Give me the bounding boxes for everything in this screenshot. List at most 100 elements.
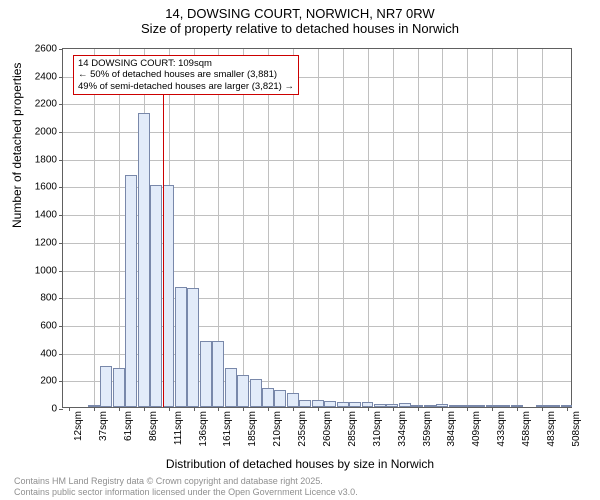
histogram-bar (88, 405, 100, 407)
ytick-label: 1400 (35, 210, 57, 221)
ytick-label: 200 (40, 376, 57, 387)
ytick-mark (59, 243, 63, 244)
gridline-v (243, 49, 244, 407)
histogram-bar (175, 287, 187, 407)
histogram-bar (225, 368, 237, 407)
chart-area: 0200400600800100012001400160018002000220… (62, 48, 572, 408)
ytick-mark (59, 215, 63, 216)
xtick-label: 310sqm (372, 411, 383, 447)
xtick-label: 483sqm (546, 411, 557, 447)
xtick-mark (293, 407, 294, 411)
ytick-label: 400 (40, 348, 57, 359)
histogram-bar (399, 403, 411, 407)
ytick-label: 800 (40, 293, 57, 304)
ytick-label: 2200 (35, 99, 57, 110)
ytick-mark (59, 271, 63, 272)
xtick-mark (542, 407, 543, 411)
xtick-label: 384sqm (446, 411, 457, 447)
xtick-label: 185sqm (247, 411, 258, 447)
annotation-line3: 49% of semi-detached houses are larger (… (78, 81, 294, 92)
xtick-mark (69, 407, 70, 411)
xtick-label: 86sqm (148, 411, 159, 441)
histogram-bar (386, 404, 398, 407)
chart-title-line2: Size of property relative to detached ho… (0, 21, 600, 36)
xtick-label: 409sqm (471, 411, 482, 447)
xtick-label: 136sqm (198, 411, 209, 447)
histogram-bar (362, 402, 374, 407)
histogram-bar (287, 393, 299, 407)
ytick-mark (59, 77, 63, 78)
ytick-label: 2000 (35, 127, 57, 138)
xtick-mark (442, 407, 443, 411)
histogram-bar (237, 375, 249, 407)
gridline-h (63, 104, 571, 105)
histogram-bar (150, 185, 162, 407)
xtick-mark (567, 407, 568, 411)
ytick-label: 1000 (35, 265, 57, 276)
gridline-v (467, 49, 468, 407)
histogram-bar (561, 405, 573, 407)
chart-title-line1: 14, DOWSING COURT, NORWICH, NR7 0RW (0, 6, 600, 21)
histogram-bar (113, 368, 125, 407)
ytick-mark (59, 49, 63, 50)
histogram-bar (274, 390, 286, 407)
ytick-mark (59, 354, 63, 355)
gridline-v (94, 49, 95, 407)
histogram-bar (486, 405, 498, 407)
xtick-mark (268, 407, 269, 411)
histogram-bar (511, 405, 523, 407)
xtick-mark (169, 407, 170, 411)
xtick-mark (243, 407, 244, 411)
histogram-bar (411, 405, 423, 407)
gridline-v (542, 49, 543, 407)
xtick-label: 161sqm (222, 411, 233, 447)
xtick-mark (517, 407, 518, 411)
gridline-v (368, 49, 369, 407)
ytick-mark (59, 160, 63, 161)
xtick-mark (467, 407, 468, 411)
annotation-line2: ← 50% of detached houses are smaller (3,… (78, 69, 294, 80)
gridline-v (442, 49, 443, 407)
xtick-label: 61sqm (123, 411, 134, 441)
y-axis-label: Number of detached properties (10, 63, 24, 228)
xtick-label: 37sqm (98, 411, 109, 441)
histogram-bar (212, 341, 224, 407)
ytick-label: 1600 (35, 182, 57, 193)
histogram-bar (312, 400, 324, 407)
xtick-label: 334sqm (397, 411, 408, 447)
histogram-bar (100, 366, 112, 407)
annotation-box: 14 DOWSING COURT: 109sqm← 50% of detache… (73, 55, 299, 95)
xtick-mark (144, 407, 145, 411)
xtick-mark (194, 407, 195, 411)
xtick-label: 359sqm (422, 411, 433, 447)
ytick-label: 2600 (35, 44, 57, 55)
highlight-line (163, 83, 164, 407)
histogram-bar (424, 405, 436, 407)
gridline-v (268, 49, 269, 407)
footer: Contains HM Land Registry data © Crown c… (14, 476, 358, 498)
histogram-bar (349, 402, 361, 407)
xtick-mark (218, 407, 219, 411)
ytick-mark (59, 298, 63, 299)
ytick-label: 0 (51, 404, 57, 415)
histogram-bar (163, 185, 175, 407)
xtick-label: 12sqm (73, 411, 84, 441)
gridline-v (418, 49, 419, 407)
chart-title-area: 14, DOWSING COURT, NORWICH, NR7 0RW Size… (0, 0, 600, 36)
xtick-mark (393, 407, 394, 411)
ytick-mark (59, 381, 63, 382)
xtick-mark (492, 407, 493, 411)
xtick-mark (418, 407, 419, 411)
histogram-bar (548, 405, 560, 407)
gridline-v (492, 49, 493, 407)
histogram-bar (498, 405, 510, 407)
histogram-bar (536, 405, 548, 407)
xtick-label: 458sqm (521, 411, 532, 447)
histogram-bar (324, 401, 336, 407)
footer-line1: Contains HM Land Registry data © Crown c… (14, 476, 358, 487)
histogram-bar (449, 405, 461, 407)
xtick-mark (94, 407, 95, 411)
histogram-bar (125, 175, 137, 407)
histogram-bar (374, 404, 386, 407)
gridline-v (343, 49, 344, 407)
